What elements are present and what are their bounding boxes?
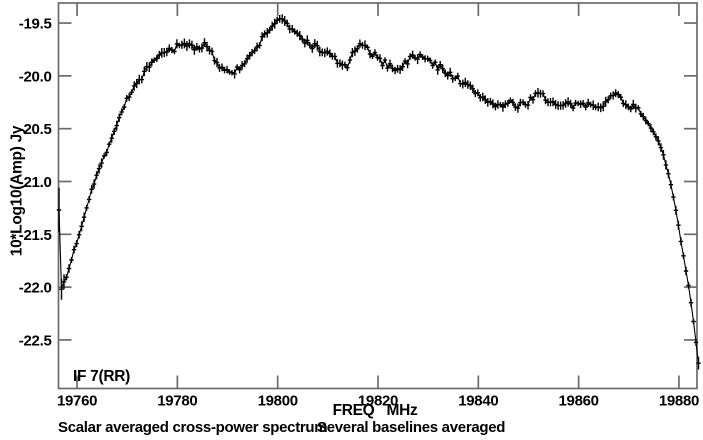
y-axis-label: 10*Log10(Amp) Jy xyxy=(8,125,26,257)
y-tick-label: -21.0 xyxy=(19,174,52,191)
x-tick-label: 19820 xyxy=(358,393,398,410)
x-tick-label: 19860 xyxy=(559,393,599,410)
x-tick-label: 19780 xyxy=(157,393,197,410)
axis-ticks xyxy=(58,3,697,389)
x-tick-label: 19760 xyxy=(57,393,97,410)
y-tick-label: -22.0 xyxy=(19,280,52,297)
spectrum-data-series xyxy=(56,14,701,370)
axis-tick-labels: 19760 19780 19800 19820 19840 19860 19880 -19.5… xyxy=(19,16,700,410)
x-tick-label: 19800 xyxy=(258,393,298,410)
x-axis-label: FREQ MHz xyxy=(332,402,418,419)
x-tick-label: 19880 xyxy=(659,393,699,410)
x-tick-label: 19840 xyxy=(458,393,498,410)
y-tick-label: -22.5 xyxy=(19,332,52,349)
y-tick-label: -20.0 xyxy=(19,68,52,85)
y-tick-label: -21.5 xyxy=(19,227,52,244)
if-polarization-label: IF 7(RR) xyxy=(73,368,131,385)
y-tick-label: -19.5 xyxy=(19,16,52,33)
caption-spectrum-type: Scalar averaged cross-power spectrum xyxy=(58,419,328,436)
caption-baselines-averaged: Several baselines averaged xyxy=(317,419,506,436)
y-tick-label: -20.5 xyxy=(19,121,52,138)
